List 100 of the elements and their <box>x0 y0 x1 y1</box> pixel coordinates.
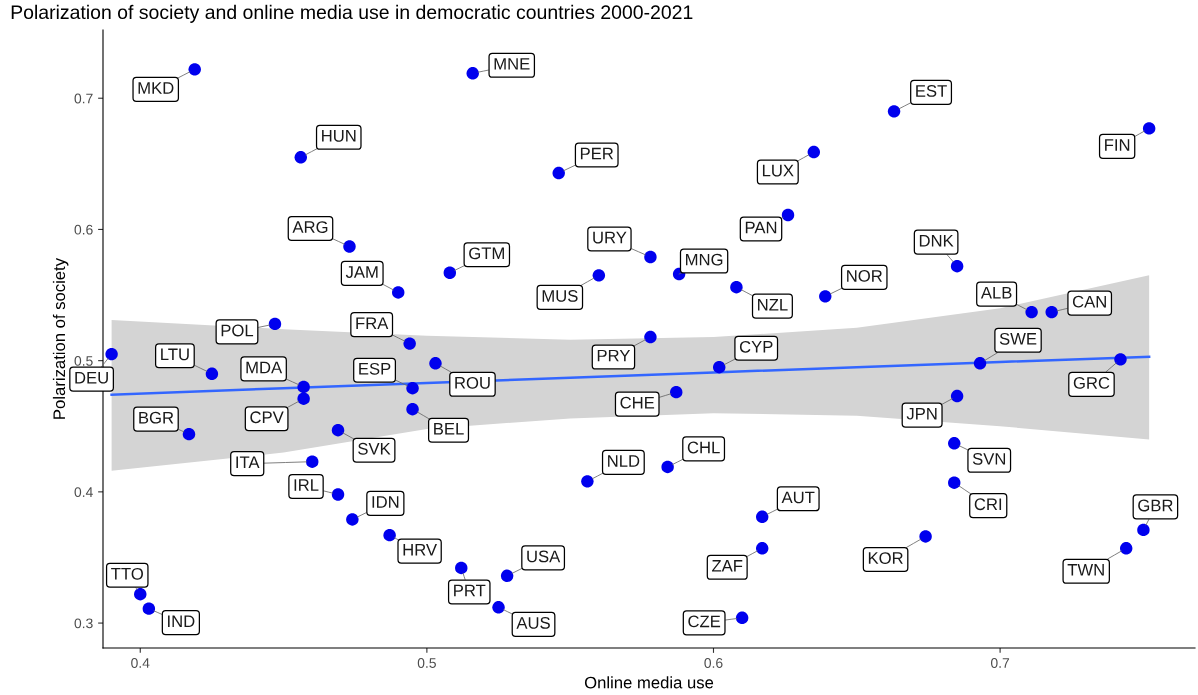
annotation: CRI <box>974 498 1002 511</box>
annotation: CAN <box>1072 295 1106 308</box>
x-tick-label: 0.7 <box>990 658 1010 668</box>
annotation: PAN <box>745 221 777 234</box>
point <box>134 587 147 601</box>
annotation: POL <box>221 324 254 337</box>
annotation: NLD <box>608 455 640 467</box>
annotation: MKD <box>138 82 174 94</box>
point <box>343 240 356 253</box>
point <box>105 347 118 361</box>
point <box>973 357 987 370</box>
point <box>919 530 932 543</box>
point <box>492 601 505 614</box>
annotation: GBR <box>1138 499 1173 512</box>
annotation: HUN <box>322 130 356 142</box>
point <box>781 208 795 222</box>
annotation: LTU <box>161 348 189 361</box>
point <box>1045 305 1058 319</box>
annotation: BEL <box>434 423 464 435</box>
y-tick-label: 0.3 <box>74 618 93 629</box>
point <box>592 269 606 282</box>
annotation: IND <box>168 615 195 627</box>
point <box>1114 353 1127 366</box>
point <box>950 389 964 403</box>
point <box>294 151 307 164</box>
annotation: GRC <box>1073 377 1110 389</box>
point <box>807 145 821 159</box>
point <box>948 476 961 489</box>
annotation: FRA <box>356 317 389 329</box>
point <box>268 317 282 331</box>
y-tick-label: 0.6 <box>74 224 93 235</box>
annotation: CHE <box>620 396 655 409</box>
point <box>644 250 657 264</box>
x-tick-label: 0.6 <box>704 658 723 668</box>
annotation: PRY <box>597 349 631 362</box>
annotation: PRT <box>454 584 486 597</box>
point <box>670 385 683 399</box>
chart-title: Polarization of society and online media use in democratic countries 2000-2021 <box>11 4 693 23</box>
annotation: SVN <box>972 452 1006 465</box>
annotation: TTO <box>111 567 143 580</box>
point <box>403 337 416 350</box>
annotation: DNK <box>919 235 954 247</box>
point <box>950 259 964 273</box>
point <box>142 602 156 615</box>
annotation: ITA <box>236 456 260 468</box>
annotation: CYP <box>739 340 773 353</box>
annotation: MNG <box>686 253 723 266</box>
point <box>346 513 359 526</box>
annotation: MDA <box>246 361 283 374</box>
point <box>500 569 514 583</box>
annotation: ESP <box>359 362 391 375</box>
annotation: ARG <box>292 221 328 233</box>
point <box>331 423 345 437</box>
annotation: TWN <box>1067 564 1104 576</box>
point <box>1142 122 1156 135</box>
point <box>331 488 345 501</box>
annotation: CZE <box>688 615 721 628</box>
point <box>1120 542 1133 555</box>
annotation: ALB <box>980 286 1012 299</box>
point <box>429 357 442 370</box>
point <box>297 392 310 405</box>
point <box>205 367 219 380</box>
y-tick-label: 0.7 <box>74 93 93 104</box>
annotation: FIN <box>1105 139 1130 151</box>
point <box>383 528 396 542</box>
annotation: AUT <box>781 491 815 504</box>
point <box>661 460 674 474</box>
x-axis-title: Online media use <box>584 676 714 689</box>
annotation: MNE <box>494 58 530 70</box>
annotation: USA <box>527 550 561 563</box>
point <box>443 266 457 279</box>
point <box>552 166 565 180</box>
point <box>756 510 769 523</box>
annotation: SWE <box>999 332 1037 345</box>
point <box>948 437 961 450</box>
point <box>392 286 405 299</box>
annotation: AUS <box>516 617 550 629</box>
annotation: IRL <box>294 479 319 491</box>
point <box>406 381 419 395</box>
annotation: CPV <box>250 411 284 424</box>
point <box>1025 305 1038 319</box>
point <box>297 380 310 394</box>
annotation: MUS <box>542 290 578 302</box>
x-tick-label: 0.5 <box>417 658 436 668</box>
point <box>466 67 479 80</box>
point <box>306 455 319 468</box>
point <box>1137 523 1150 537</box>
point <box>644 330 657 344</box>
point <box>455 561 468 575</box>
annotation: KOR <box>868 552 903 564</box>
point <box>819 290 832 303</box>
x-tick-label: 0.4 <box>131 658 150 668</box>
annotation: SVK <box>358 442 391 455</box>
point <box>713 361 726 374</box>
point <box>735 611 749 625</box>
annotation: PER <box>580 147 614 160</box>
point <box>730 280 743 294</box>
point <box>581 475 594 488</box>
point <box>756 542 769 555</box>
y-tick-label: 0.5 <box>74 355 93 366</box>
